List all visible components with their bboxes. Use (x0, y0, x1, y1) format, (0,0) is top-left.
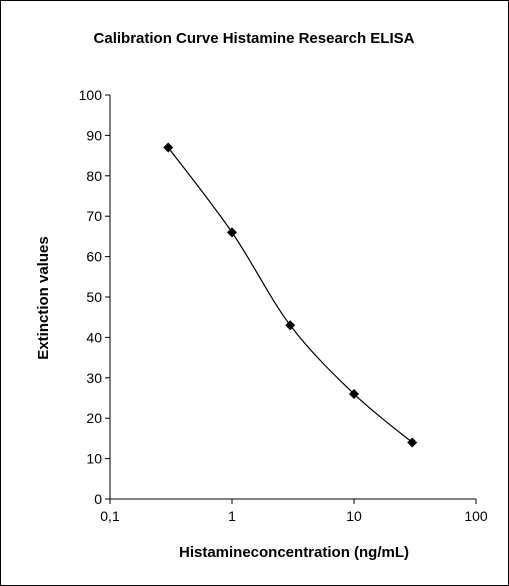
x-tick-label: 10 (346, 508, 362, 524)
plot-area (163, 142, 418, 448)
y-tick-label: 70 (86, 208, 102, 224)
x-tick-label: 100 (464, 508, 488, 524)
y-tick-label: 50 (86, 289, 102, 305)
y-tick-label: 80 (86, 168, 102, 184)
data-point-marker (349, 388, 359, 399)
y-tick-label: 100 (79, 87, 103, 103)
series-curve (167, 147, 413, 443)
y-tick-label: 60 (86, 249, 102, 265)
y-tick-label: 20 (86, 410, 102, 426)
data-point-marker (163, 142, 174, 153)
axes: 0 10 20 30 40 50 60 70 80 90 100 0,1 1 10 100 (79, 87, 488, 524)
x-axis-title: Histamineconcentration (ng/mL) (179, 544, 409, 561)
data-point-marker (227, 227, 237, 238)
data-point-marker (285, 320, 296, 331)
x-tick-label: 1 (228, 508, 236, 524)
y-tick-label: 40 (86, 329, 102, 345)
y-tick-label: 90 (86, 127, 102, 143)
y-tick-label: 10 (86, 451, 102, 467)
data-point-marker (407, 437, 418, 448)
y-tick-label: 0 (94, 491, 102, 507)
x-tick-label: 0,1 (100, 508, 120, 524)
chart-title: Calibration Curve Histamine Research ELI… (94, 30, 415, 47)
y-tick-label: 30 (86, 370, 102, 386)
y-axis-title: Extinction values (35, 236, 52, 359)
